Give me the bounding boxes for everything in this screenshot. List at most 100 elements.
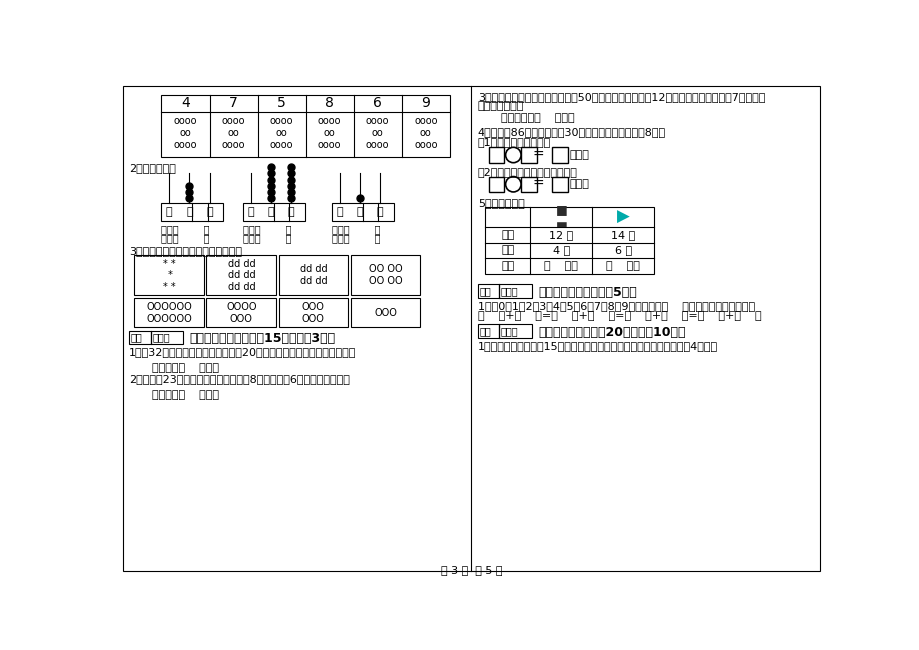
Text: oooo: oooo	[318, 116, 341, 127]
Text: 写作（        ）: 写作（ ）	[332, 224, 380, 234]
Text: 读作（        ）: 读作（ ）	[332, 233, 380, 244]
Bar	[499, 284, 531, 298]
Bar	[134, 298, 204, 328]
Text: 得分: 得分	[479, 326, 491, 336]
Bar	[243, 203, 304, 221]
Text: 5: 5	[277, 96, 286, 110]
Text: 还剩: 还剩	[501, 261, 514, 271]
Text: oooo: oooo	[174, 116, 197, 127]
Bar	[477, 324, 499, 338]
Text: 8: 8	[325, 96, 334, 110]
Text: 百: 百	[165, 207, 173, 217]
Text: oooo: oooo	[414, 140, 437, 150]
Text: （页）: （页）	[569, 179, 588, 189]
Bar	[332, 203, 393, 221]
Text: 3、看图解题，对应的图与数连一连。: 3、看图解题，对应的图与数连一连。	[129, 246, 242, 256]
Text: OOO
OOO: OOO OOO	[301, 302, 324, 324]
Text: 评卷人: 评卷人	[501, 286, 518, 296]
Text: OOO: OOO	[374, 308, 396, 318]
Text: 3、幼儿园买了梨和苹果，其中有50个苹果，分给小朋友12个苹果后，梨比苹果还7个；请问: 3、幼儿园买了梨和苹果，其中有50个苹果，分给小朋友12个苹果后，梨比苹果还7个…	[477, 92, 765, 102]
Text: 2、看图写数。: 2、看图写数。	[129, 162, 176, 173]
Text: 十: 十	[267, 207, 274, 217]
Text: 个: 个	[206, 207, 212, 217]
Text: 1、把0、1、2、3、4、5、6、7、8、9十个数填在（    ）里，每个数只用一次。: 1、把0、1、2、3、4、5、6、7、8、9十个数填在（ ）里，每个数只用一次。	[477, 302, 754, 311]
Text: 读作（        ）: 读作（ ）	[243, 233, 291, 244]
Text: oo: oo	[179, 128, 191, 138]
Bar	[350, 255, 420, 295]
Text: dd dd
dd dd
dd dd: dd dd dd dd dd dd	[227, 259, 255, 292]
Text: 4: 4	[181, 96, 189, 110]
Text: 6 副: 6 副	[614, 246, 631, 255]
Text: 买梨子多少个？: 买梨子多少个？	[477, 101, 524, 111]
Bar	[488, 148, 504, 162]
Text: =: =	[532, 177, 543, 191]
Text: 原有: 原有	[501, 230, 514, 240]
Text: oooo: oooo	[318, 140, 341, 150]
Text: 十、附加题（本题入20分，每顀10分）: 十、附加题（本题入20分，每顀10分）	[538, 326, 685, 339]
Text: oo: oo	[371, 128, 383, 138]
Bar	[477, 284, 499, 298]
Bar	[162, 95, 449, 157]
Bar	[520, 148, 536, 162]
Bar	[499, 324, 531, 338]
Bar	[350, 298, 420, 328]
Text: 写作（        ）: 写作（ ）	[243, 224, 291, 234]
Text: 7: 7	[229, 96, 238, 110]
Text: 答：买梨子（    ）个。: 答：买梨子（ ）个。	[501, 113, 574, 124]
Text: 评卷人: 评卷人	[501, 326, 518, 336]
Bar	[485, 207, 653, 274]
Text: 得分: 得分	[479, 286, 491, 296]
Text: oooo: oooo	[366, 116, 389, 127]
Bar	[278, 255, 348, 295]
Text: oooo: oooo	[221, 140, 245, 150]
Bar	[278, 298, 348, 328]
Bar	[162, 203, 223, 221]
Bar	[551, 148, 567, 162]
Bar	[151, 331, 183, 345]
Text: （页）: （页）	[569, 150, 588, 160]
Text: 第 3 页  共 5 页: 第 3 页 共 5 页	[440, 565, 502, 575]
Text: =: =	[532, 148, 543, 162]
Text: （2）小明还剩下多少页没有看？: （2）小明还剩下多少页没有看？	[477, 167, 577, 177]
Text: dd dd
dd dd: dd dd dd dd	[300, 265, 327, 286]
Text: 九、个性空间（本题入5分）: 九、个性空间（本题入5分）	[538, 286, 636, 299]
Text: ▶: ▶	[617, 209, 630, 226]
Text: oo: oo	[276, 128, 287, 138]
Text: 答：还差（    ）把。: 答：还差（ ）把。	[152, 363, 219, 373]
Text: 十: 十	[186, 207, 192, 217]
Text: 4 瓶: 4 瓶	[552, 246, 570, 255]
Bar	[134, 255, 204, 295]
Text: 八、解决问题（本题入15分，每頃3分）: 八、解决问题（本题入15分，每頃3分）	[189, 332, 335, 345]
Bar	[551, 177, 567, 192]
Text: 9: 9	[421, 96, 430, 110]
Text: OO OO
OO OO: OO OO OO OO	[369, 265, 402, 286]
Text: OOOOOO
OOOOOO: OOOOOO OOOOOO	[146, 302, 192, 324]
Bar	[206, 298, 276, 328]
Bar	[520, 177, 536, 192]
Text: ■
▬: ■ ▬	[555, 203, 567, 231]
Text: oooo: oooo	[269, 140, 293, 150]
Text: oo: oo	[228, 128, 239, 138]
Text: 6: 6	[373, 96, 381, 110]
Text: 个: 个	[376, 207, 383, 217]
Bar	[488, 177, 504, 192]
Text: 百: 百	[247, 207, 254, 217]
Text: 4、一本书86页，小明看䌀30页，小红比小明多看䌀8页。: 4、一本书86页，小明看䌀30页，小红比小明多看䌀8页。	[477, 127, 665, 137]
Text: 读作（        ）: 读作（ ）	[162, 233, 210, 244]
Text: 十: 十	[357, 207, 363, 217]
Text: oooo: oooo	[414, 116, 437, 127]
Text: * *
 *
* *: * * * * *	[163, 259, 176, 292]
Text: oooo: oooo	[366, 140, 389, 150]
Text: 2、小明用23元錢买了两种商品，皮玃8元，文具盒6元，还剩多少元？: 2、小明用23元錢买了两种商品，皮玃8元，文具盒6元，还剩多少元？	[129, 374, 349, 384]
Text: 1、有32位家长参加家长会，现在有20把椅子，每人坐一把，还差几把？: 1、有32位家长参加家长会，现在有20把椅子，每人坐一把，还差几把？	[129, 348, 356, 358]
Text: 写作（        ）: 写作（ ）	[162, 224, 210, 234]
Text: （    ）瓶: （ ）瓶	[544, 261, 578, 271]
Text: 1、（探究题）小松用15元买以下物品。如果把錢全部花完，他可以买4物品？: 1、（探究题）小松用15元买以下物品。如果把錢全部花完，他可以买4物品？	[477, 341, 717, 352]
Text: OOOO
OOO: OOOO OOO	[226, 302, 256, 324]
Text: 14 副: 14 副	[610, 230, 635, 240]
Text: 答：还剩（    ）元。: 答：还剩（ ）元。	[152, 390, 219, 400]
Text: oooo: oooo	[269, 116, 293, 127]
Text: 5、解决问题。: 5、解决问题。	[477, 198, 524, 208]
Text: oooo: oooo	[174, 140, 197, 150]
Text: oooo: oooo	[221, 116, 245, 127]
